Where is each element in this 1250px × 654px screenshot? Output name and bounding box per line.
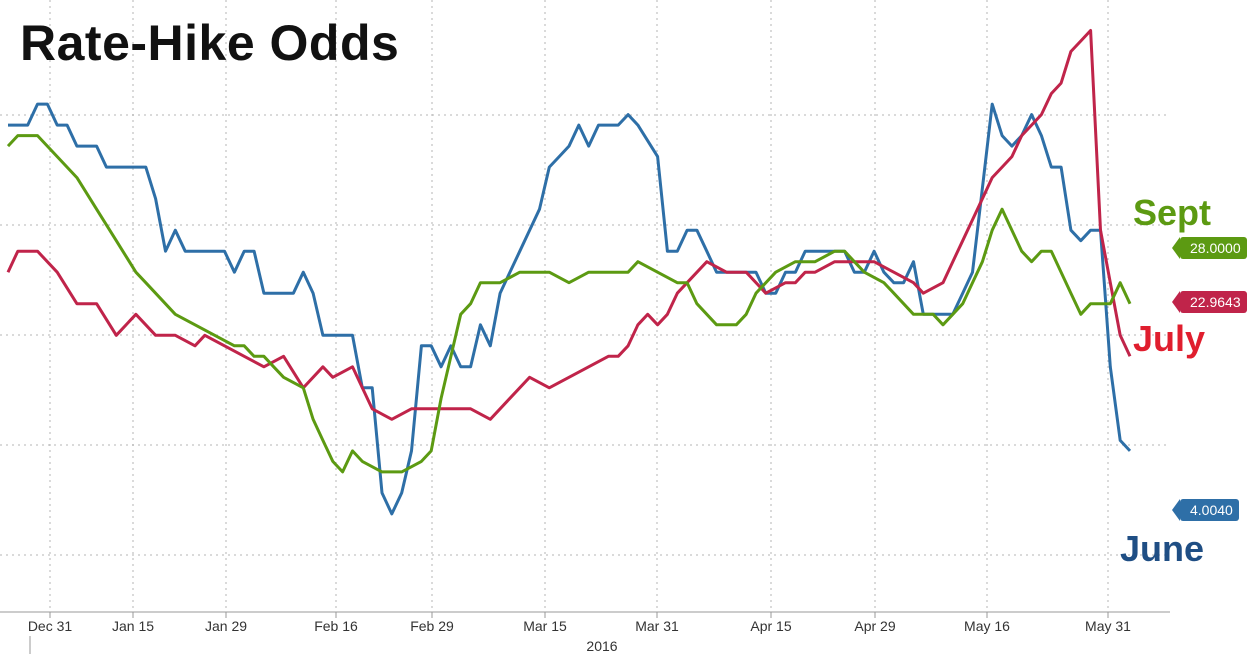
x-axis: [0, 611, 1170, 654]
series-line-july: [6, 29, 1132, 421]
chart-title: Rate-Hike Odds: [20, 15, 400, 71]
x-tick-label: Mar 31: [635, 618, 679, 634]
x-tick-label: May 16: [964, 618, 1010, 634]
x-axis-year-label: 2016: [586, 638, 618, 654]
series-line-sept: [6, 134, 1132, 474]
series-label-sept: Sept: [1133, 192, 1212, 233]
x-tick-label: Feb 16: [314, 618, 358, 634]
x-tick-label: Apr 15: [750, 618, 792, 634]
x-tick-label: Jan 15: [111, 618, 155, 634]
x-tick-label: Dec 31: [27, 618, 73, 634]
x-tick-label: Mar 15: [523, 618, 567, 634]
series-label-june: June: [1120, 528, 1205, 569]
series-lines: [6, 29, 1132, 516]
x-tick-label: Feb 29: [410, 618, 454, 634]
series-label-july: July: [1133, 318, 1206, 359]
value-tag-july: 22.9643: [1172, 291, 1247, 313]
x-tick-label: May 31: [1085, 618, 1131, 634]
grid: [0, 0, 1170, 612]
x-tick-label: Jan 29: [204, 618, 248, 634]
value-tag-sept: 28.0000: [1172, 237, 1247, 259]
x-tick-label: Apr 29: [854, 618, 896, 634]
value-tag-june: 4.0040: [1172, 499, 1239, 521]
series-line-june: [8, 102, 1132, 516]
